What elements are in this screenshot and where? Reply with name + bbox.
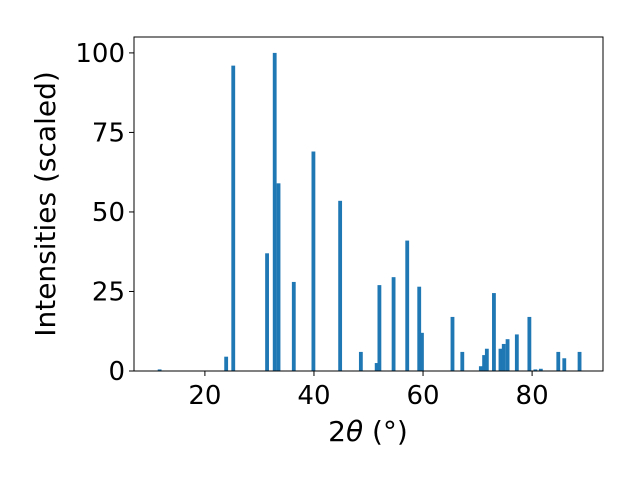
bar (533, 369, 538, 371)
bar (291, 281, 296, 371)
bar (272, 52, 277, 372)
bar (377, 285, 382, 371)
bar (478, 366, 483, 371)
bar (224, 356, 229, 371)
bar (498, 348, 503, 371)
x-tick-label: 60 (406, 381, 439, 411)
bar (358, 351, 363, 371)
bar (405, 240, 410, 371)
bar (538, 368, 543, 371)
bar (391, 277, 396, 371)
bars-group (157, 52, 582, 372)
bar (505, 339, 510, 371)
bar (501, 343, 506, 371)
bar (338, 200, 343, 371)
bar (231, 65, 236, 371)
bar (514, 334, 519, 371)
bar (492, 293, 496, 371)
bar (460, 351, 465, 371)
bar (450, 316, 455, 371)
bar (482, 355, 487, 371)
bar (577, 351, 582, 371)
bar (265, 253, 269, 371)
bar (527, 316, 532, 371)
bar (311, 151, 316, 371)
y-axis-ticks: 0 25 50 75 100 (75, 39, 134, 387)
bar (417, 286, 422, 371)
x-tick-label: 40 (297, 381, 330, 411)
y-tick-label: 75 (92, 118, 125, 148)
y-tick-label: 50 (92, 198, 125, 228)
y-tick-label: 0 (108, 357, 125, 387)
x-axis-ticks: 20 40 60 80 (188, 371, 549, 411)
bar (562, 358, 567, 371)
bar (276, 183, 281, 371)
bar (420, 332, 424, 371)
y-axis-label: Intensities (scaled) (29, 71, 62, 337)
y-tick-label: 100 (75, 39, 125, 69)
x-tick-label: 80 (516, 381, 549, 411)
x-axis-label: 2θ (°) (328, 415, 408, 448)
y-tick-label: 25 (92, 277, 125, 307)
bar (556, 351, 561, 371)
bar (157, 369, 162, 371)
x-tick-label: 20 (188, 381, 221, 411)
plot-frame (133, 36, 604, 372)
bar (374, 363, 379, 371)
bar (484, 348, 489, 371)
